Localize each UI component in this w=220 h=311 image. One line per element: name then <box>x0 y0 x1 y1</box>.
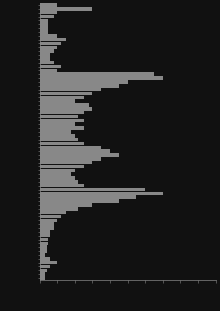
Bar <box>40 53 50 57</box>
Bar <box>40 257 50 261</box>
Bar <box>40 153 119 157</box>
Bar <box>40 103 89 107</box>
Bar <box>40 11 57 15</box>
Bar <box>40 118 84 122</box>
Bar <box>40 268 47 272</box>
Bar <box>40 180 78 183</box>
Bar <box>40 222 54 226</box>
Bar <box>40 188 145 191</box>
Bar <box>40 130 71 134</box>
Bar <box>40 72 154 76</box>
Bar <box>40 276 45 280</box>
Bar <box>40 192 163 195</box>
Bar <box>40 138 78 142</box>
Bar <box>40 15 54 18</box>
Bar <box>40 45 57 49</box>
Bar <box>40 65 61 68</box>
Bar <box>40 111 84 114</box>
Bar <box>40 219 57 222</box>
Bar <box>40 215 61 218</box>
Bar <box>40 226 54 230</box>
Bar <box>40 3 57 7</box>
Bar <box>40 34 57 38</box>
Bar <box>40 146 101 149</box>
Bar <box>40 61 54 64</box>
Bar <box>40 107 92 111</box>
Bar <box>40 69 57 72</box>
Bar <box>40 242 48 245</box>
Bar <box>40 95 84 99</box>
Bar <box>40 38 66 41</box>
Bar <box>40 84 119 87</box>
Bar <box>40 57 50 61</box>
Bar <box>40 126 84 130</box>
Bar <box>40 172 71 176</box>
Bar <box>40 211 66 214</box>
Bar <box>40 272 45 276</box>
Bar <box>40 80 128 84</box>
Bar <box>40 115 78 118</box>
Bar <box>40 169 75 172</box>
Bar <box>40 157 101 160</box>
Bar <box>40 196 136 199</box>
Bar <box>40 238 48 241</box>
Bar <box>40 49 54 53</box>
Bar <box>40 92 92 95</box>
Bar <box>40 230 50 234</box>
Bar <box>40 161 92 165</box>
Bar <box>40 76 163 80</box>
Bar <box>40 199 119 203</box>
Bar <box>40 134 75 137</box>
Bar <box>40 245 47 249</box>
Bar <box>40 184 84 188</box>
Bar <box>40 207 78 211</box>
Bar <box>40 165 84 168</box>
Bar <box>40 19 48 22</box>
Bar <box>40 7 92 11</box>
Bar <box>40 100 75 103</box>
Bar <box>40 123 75 126</box>
Bar <box>40 253 45 257</box>
Bar <box>40 149 110 153</box>
Bar <box>40 22 48 26</box>
Bar <box>40 26 48 30</box>
Bar <box>40 265 50 268</box>
Bar <box>40 30 48 34</box>
Bar <box>40 88 101 91</box>
Bar <box>40 42 61 45</box>
Bar <box>40 142 84 145</box>
Bar <box>40 234 50 238</box>
Bar <box>40 249 47 253</box>
Bar <box>40 176 75 180</box>
Bar <box>40 261 57 264</box>
Bar <box>40 203 92 207</box>
